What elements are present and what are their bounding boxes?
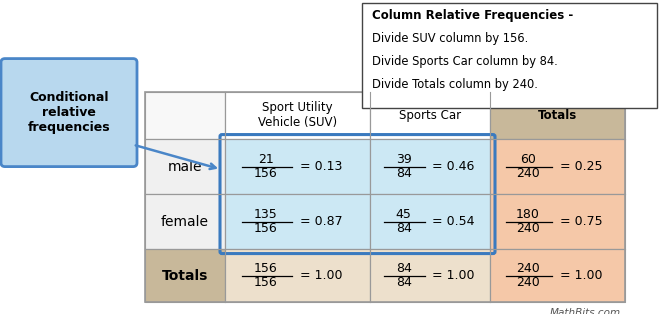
Text: 240: 240 [516,276,540,290]
Text: female: female [161,214,209,229]
Text: = 1.00: = 1.00 [560,269,602,282]
Text: Column Relative Frequencies -: Column Relative Frequencies - [372,9,573,22]
Bar [145,139,225,194]
Bar [490,194,625,249]
Text: = 0.87: = 0.87 [301,215,343,228]
Text: 156: 156 [254,222,277,236]
Bar [490,139,625,194]
Bar [370,194,490,249]
Text: = 0.46: = 0.46 [432,160,475,173]
Text: = 0.54: = 0.54 [432,215,475,228]
Text: 156: 156 [254,167,277,181]
Bar [145,92,625,302]
Text: = 0.75: = 0.75 [560,215,603,228]
Text: Divide Sports Car column by 84.: Divide Sports Car column by 84. [372,55,558,68]
Text: 240: 240 [516,222,540,236]
Text: = 0.25: = 0.25 [560,160,602,173]
Text: 180: 180 [516,208,540,221]
Text: 240: 240 [516,262,540,275]
Bar [225,249,370,302]
FancyBboxPatch shape [1,59,137,167]
Text: 21: 21 [258,153,273,166]
Text: Divide Totals column by 240.: Divide Totals column by 240. [372,78,538,91]
Text: Sport Utility
Vehicle (SUV): Sport Utility Vehicle (SUV) [258,101,337,129]
Text: = 1.00: = 1.00 [432,269,475,282]
Text: = 1.00: = 1.00 [301,269,343,282]
Text: 240: 240 [516,167,540,181]
Bar [370,92,490,139]
Bar [490,249,625,302]
Bar [490,92,625,139]
Text: Conditional
relative
frequencies: Conditional relative frequencies [28,91,111,134]
Text: Divide SUV column by 156.: Divide SUV column by 156. [372,32,528,45]
Text: = 0.13: = 0.13 [301,160,343,173]
Bar [225,139,370,194]
Text: 84: 84 [396,262,412,275]
Text: Sports Car: Sports Car [399,109,461,122]
Bar [225,194,370,249]
Bar [145,92,225,139]
Text: male: male [167,160,203,174]
Text: 60: 60 [520,153,536,166]
Bar [362,3,657,108]
Text: 84: 84 [396,222,412,236]
Text: 84: 84 [396,276,412,290]
Text: Totals: Totals [538,109,577,122]
Bar [145,249,225,302]
Text: 156: 156 [254,262,277,275]
Text: 84: 84 [396,167,412,181]
Bar [370,139,490,194]
Text: Totals: Totals [162,268,208,283]
Text: 135: 135 [254,208,277,221]
Bar [145,194,225,249]
Text: 39: 39 [396,153,412,166]
Bar [370,249,490,302]
Text: 45: 45 [396,208,412,221]
Text: 156: 156 [254,276,277,290]
Text: MathBits.com: MathBits.com [550,308,621,314]
Bar [225,92,370,139]
